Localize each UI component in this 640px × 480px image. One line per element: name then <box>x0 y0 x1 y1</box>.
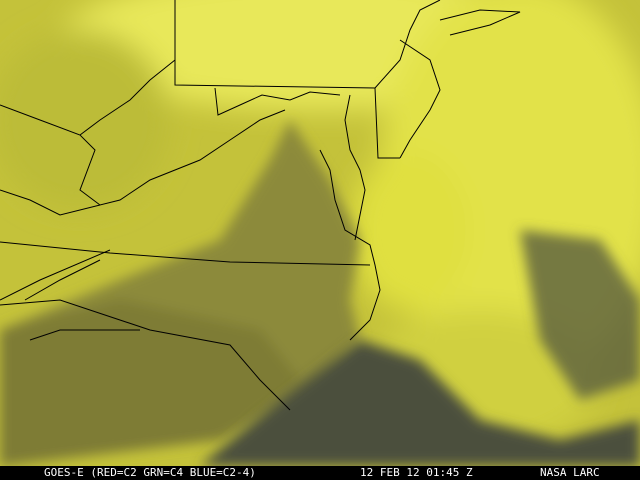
satellite-image <box>0 0 640 466</box>
clear-land <box>0 120 360 466</box>
credit-label: NASA LARC <box>540 466 600 479</box>
wv-va-border <box>0 104 286 206</box>
clear-ocean <box>200 230 640 466</box>
image-caption: GOES-E (RED=C2 GRN=C4 BLUE=C2-4) 12 FEB … <box>0 466 640 480</box>
va-nc-border <box>0 241 371 266</box>
state-boundaries <box>0 0 521 411</box>
nc-sc-border <box>0 299 291 411</box>
timestamp: 12 FEB 12 01:45 Z <box>360 466 473 479</box>
satellite-channel-label: GOES-E (RED=C2 GRN=C4 BLUE=C2-4) <box>44 466 256 479</box>
